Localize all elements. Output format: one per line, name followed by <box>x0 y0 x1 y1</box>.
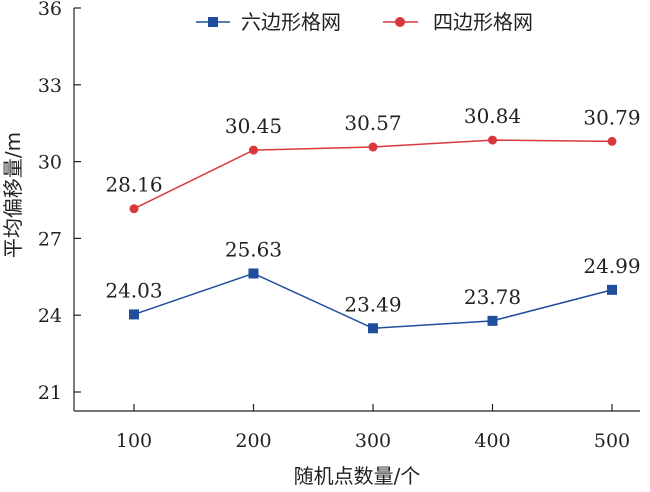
series-1-point-0 <box>129 204 139 214</box>
series-1-point-4 <box>607 136 617 146</box>
legend-marker-circle <box>395 17 405 27</box>
series-layer <box>129 135 617 334</box>
series-0-point-3 <box>487 315 498 326</box>
y-tick-label-2: 27 <box>38 228 62 250</box>
series-0-data-label-1: 25.63 <box>225 237 282 261</box>
x-tick-label-4: 500 <box>594 430 630 452</box>
legend-label-hexagon-grid: 六边形格网 <box>241 10 341 34</box>
y-tick-label-3: 30 <box>38 152 62 174</box>
y-axis-title: 平均偏移量/m <box>1 132 25 258</box>
x-tick-label-1: 200 <box>235 430 271 452</box>
y-tick-label-4: 33 <box>38 75 62 97</box>
y-tick-label-0: 21 <box>38 382 62 404</box>
ticks-layer: 21 24 27 30 33 36 100 200 300 400 500 <box>38 0 630 452</box>
legend-label-quad-grid: 四边形格网 <box>433 10 533 34</box>
series-1-data-label-1: 30.45 <box>225 114 282 138</box>
series-1-data-label-4: 30.79 <box>583 105 640 129</box>
series-1-data-label-2: 30.57 <box>344 111 401 135</box>
series-0-point-2 <box>368 323 378 334</box>
series-1-point-1 <box>249 145 258 155</box>
series-1-data-label-3: 30.84 <box>464 104 521 128</box>
series-0-point-0 <box>129 309 139 320</box>
x-tick-label-2: 300 <box>355 430 391 452</box>
series-0-data-label-0: 24.03 <box>105 278 162 302</box>
x-axis-title: 随机点数量/个 <box>294 464 421 488</box>
legend: 六边形格网 四边形格网 <box>196 10 533 34</box>
series-0-data-label-3: 23.78 <box>464 285 521 309</box>
series-0-data-label-2: 23.49 <box>344 292 401 316</box>
legend-item-hexagon-grid: 六边形格网 <box>196 10 341 34</box>
series-1-point-2 <box>368 142 378 152</box>
y-tick-label-1: 24 <box>38 305 62 327</box>
y-tick-label-5: 36 <box>38 0 62 20</box>
legend-marker-square <box>208 17 218 27</box>
legend-item-quad-grid: 四边形格网 <box>383 10 533 34</box>
x-tick-label-3: 400 <box>474 430 510 452</box>
series-1-point-3 <box>488 135 497 145</box>
data-labels-layer: 24.03 25.63 23.49 23.78 24.99 28.16 30.45 30.57… <box>105 104 640 316</box>
series-0-point-4 <box>607 284 617 295</box>
series-0-point-1 <box>248 268 259 279</box>
x-tick-label-0: 100 <box>116 430 152 452</box>
series-1-data-label-0: 28.16 <box>105 173 162 197</box>
series-0-data-label-4: 24.99 <box>583 254 640 278</box>
